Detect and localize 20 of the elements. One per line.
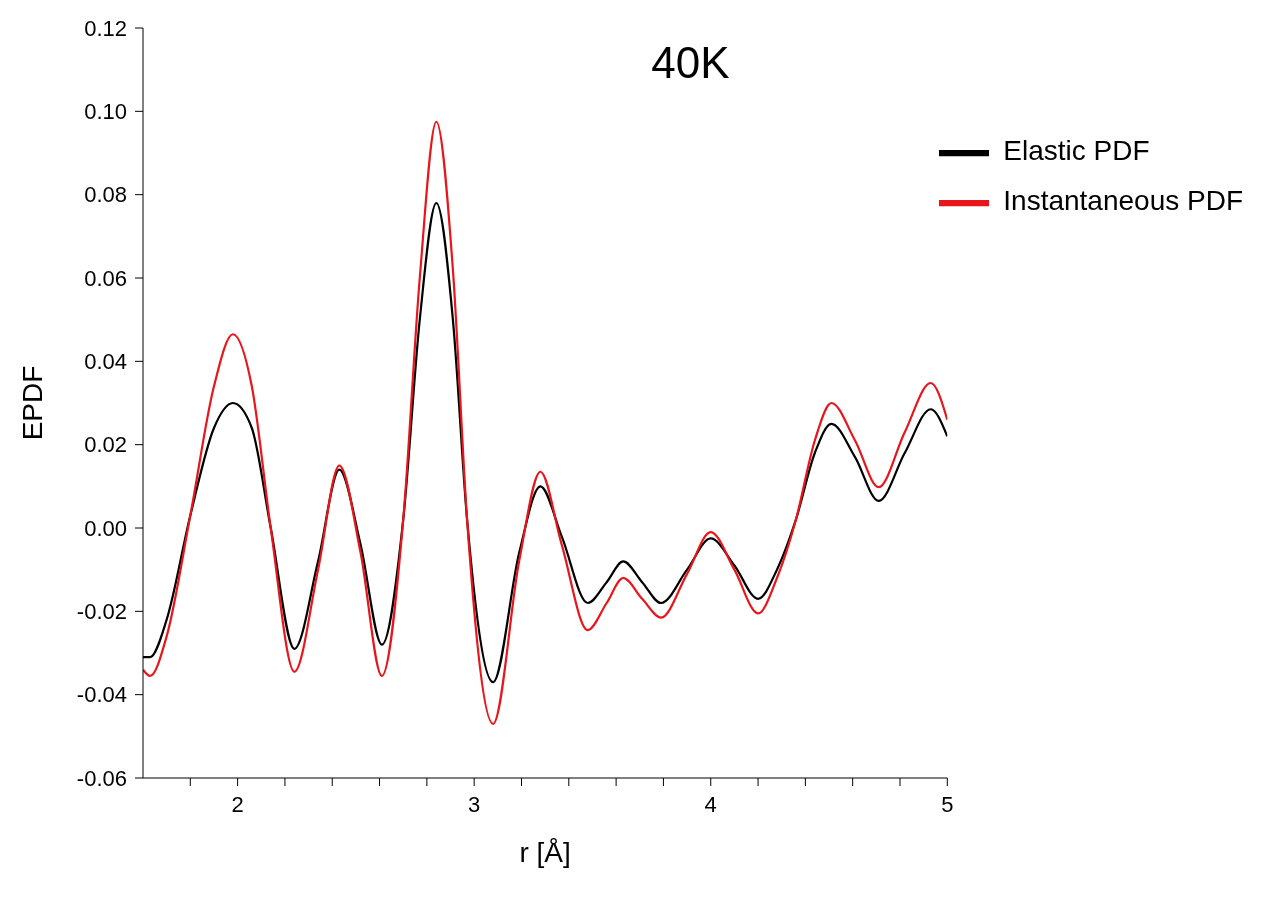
- legend-label: Elastic PDF: [1003, 135, 1150, 167]
- x-tick-label: 5: [941, 791, 954, 817]
- chart-title: 40K: [651, 38, 730, 87]
- y-tick-label: -0.02: [76, 599, 127, 625]
- y-tick-label: 0.06: [84, 265, 127, 291]
- y-tick-label: 0.12: [84, 15, 127, 41]
- legend-label: Instantaneous PDF: [1003, 185, 1243, 217]
- x-axis-title: r [Å]: [519, 837, 571, 868]
- line-series: [143, 120, 948, 725]
- y-tick-label: -0.04: [76, 682, 127, 708]
- y-axis-title: EPDF: [16, 365, 48, 441]
- x-tick-label: 2: [231, 791, 244, 817]
- y-tick-label: 0.08: [84, 182, 127, 208]
- y-tick-label: 0.10: [84, 99, 127, 125]
- x-tick-label: 3: [468, 791, 481, 817]
- x-tick-label: 4: [704, 791, 717, 817]
- y-tick-label: -0.06: [76, 765, 127, 791]
- y-tick-label: 0.02: [84, 432, 127, 458]
- y-tick-label: 0.00: [84, 515, 127, 541]
- y-tick-label: 0.04: [84, 349, 127, 375]
